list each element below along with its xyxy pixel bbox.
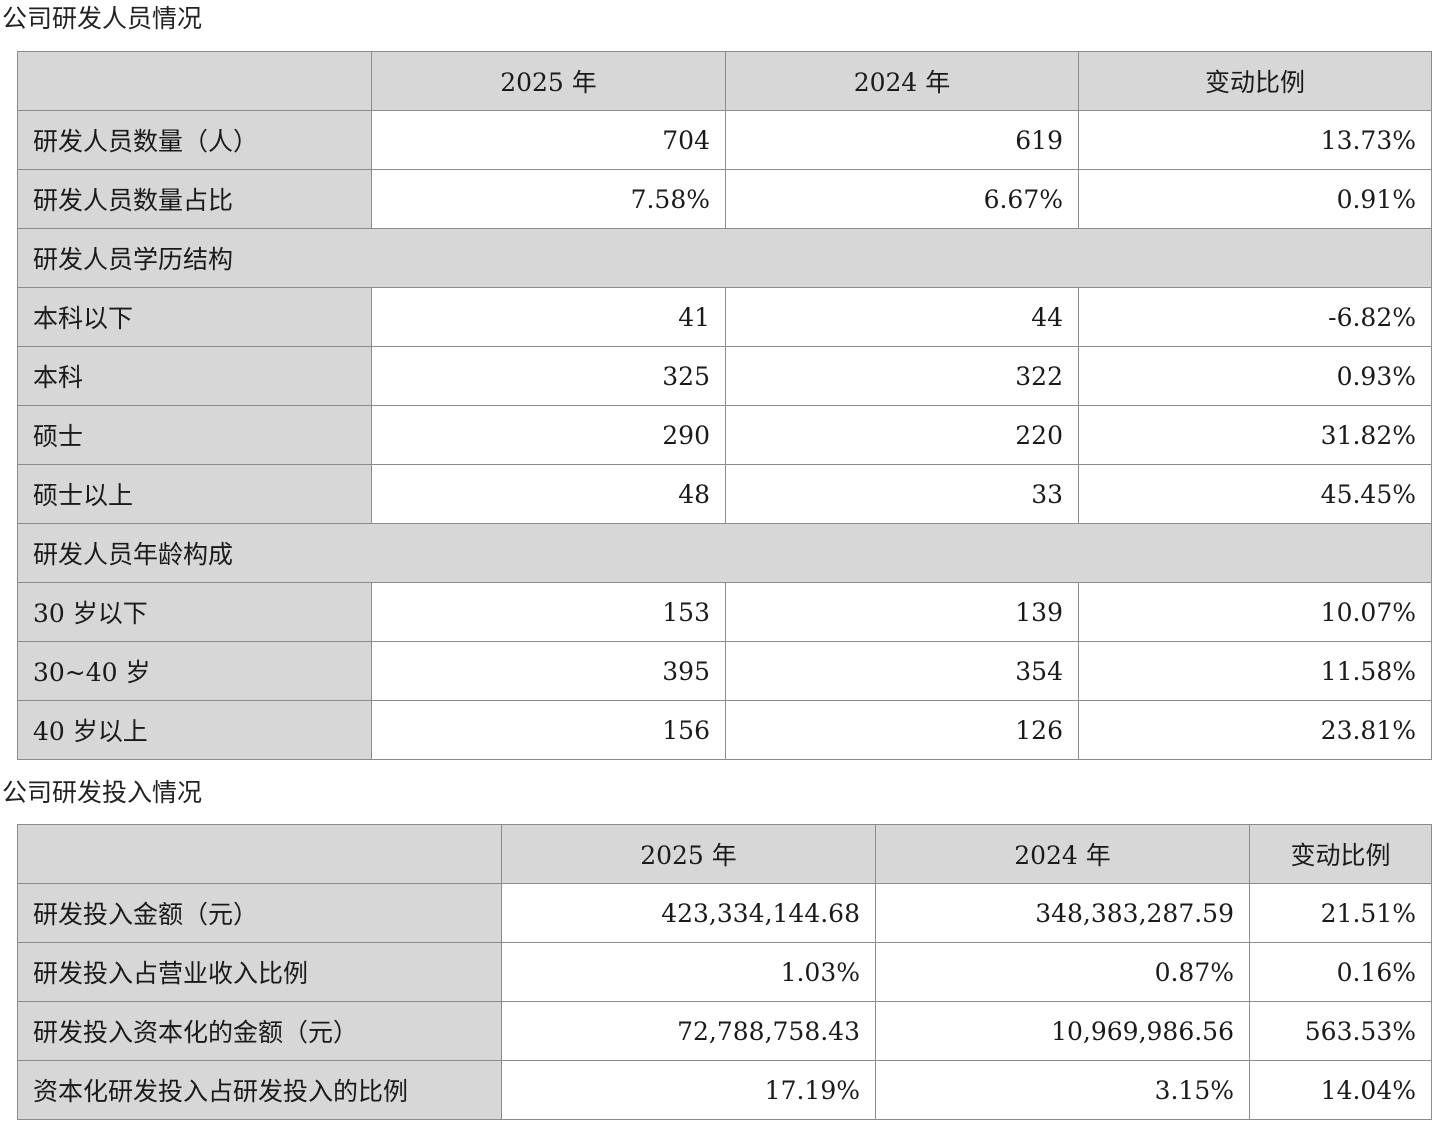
value-2024: 33 <box>725 464 1079 524</box>
table-row: 研发投入资本化的金额（元） 72,788,758.43 10,969,986.5… <box>17 1001 1432 1061</box>
table-row: 研发人员数量（人） 704 619 13.73% <box>17 110 1432 170</box>
header-2025: 2025 年 <box>371 51 726 111</box>
table-row: 硕士 290 220 31.82% <box>17 405 1432 465</box>
personnel-table: 2025 年 2024 年 变动比例 研发人员数量（人） 704 619 13.… <box>17 51 1432 760</box>
value-2025: 704 <box>371 110 726 170</box>
header-2024: 2024 年 <box>725 51 1079 111</box>
value-2025: 156 <box>371 700 726 760</box>
value-2025: 395 <box>371 641 726 701</box>
value-2024: 322 <box>725 346 1079 406</box>
row-label: 硕士 <box>17 405 372 465</box>
value-change: 0.93% <box>1078 346 1432 406</box>
header-change: 变动比例 <box>1078 51 1432 111</box>
header-empty-cell <box>17 824 502 884</box>
value-2024: 354 <box>725 641 1079 701</box>
table-row: 30 岁以下 153 139 10.07% <box>17 582 1432 642</box>
header-2025: 2025 年 <box>501 824 876 884</box>
header-2024: 2024 年 <box>875 824 1250 884</box>
value-2024: 619 <box>725 110 1079 170</box>
table-row: 研发投入金额（元） 423,334,144.68 348,383,287.59 … <box>17 883 1432 943</box>
value-2025: 1.03% <box>501 942 876 1002</box>
personnel-section-title: 公司研发人员情况 <box>2 4 203 33</box>
table-row: 本科 325 322 0.93% <box>17 346 1432 406</box>
row-label: 本科以下 <box>17 287 372 347</box>
value-change: 14.04% <box>1249 1060 1432 1120</box>
value-change: 13.73% <box>1078 110 1432 170</box>
table-row: 研发人员数量占比 7.58% 6.67% 0.91% <box>17 169 1432 229</box>
value-2025: 325 <box>371 346 726 406</box>
value-change: -6.82% <box>1078 287 1432 347</box>
table-row: 硕士以上 48 33 45.45% <box>17 464 1432 524</box>
value-change: 563.53% <box>1249 1001 1432 1061</box>
value-change: 45.45% <box>1078 464 1432 524</box>
row-label: 研发人员数量占比 <box>17 169 372 229</box>
table-row: 30~40 岁 395 354 11.58% <box>17 641 1432 701</box>
value-2024: 44 <box>725 287 1079 347</box>
group-label: 研发人员年龄构成 <box>17 523 1432 583</box>
row-label: 研发人员数量（人） <box>17 110 372 170</box>
row-label: 资本化研发投入占研发投入的比例 <box>17 1060 502 1120</box>
group-row: 研发人员年龄构成 <box>17 523 1432 583</box>
table-row: 本科以下 41 44 -6.82% <box>17 287 1432 347</box>
investment-section-title: 公司研发投入情况 <box>2 778 203 807</box>
value-change: 0.16% <box>1249 942 1432 1002</box>
row-label: 硕士以上 <box>17 464 372 524</box>
value-2024: 220 <box>725 405 1079 465</box>
row-label: 30~40 岁 <box>17 641 372 701</box>
value-change: 23.81% <box>1078 700 1432 760</box>
value-2024: 348,383,287.59 <box>875 883 1250 943</box>
row-label: 40 岁以上 <box>17 700 372 760</box>
value-change: 31.82% <box>1078 405 1432 465</box>
group-label: 研发人员学历结构 <box>17 228 1432 288</box>
row-label: 30 岁以下 <box>17 582 372 642</box>
value-2024: 126 <box>725 700 1079 760</box>
investment-table: 2025 年 2024 年 变动比例 研发投入金额（元） 423,334,144… <box>17 824 1432 1120</box>
value-change: 11.58% <box>1078 641 1432 701</box>
table-row: 资本化研发投入占研发投入的比例 17.19% 3.15% 14.04% <box>17 1060 1432 1120</box>
table-row: 40 岁以上 156 126 23.81% <box>17 700 1432 760</box>
value-2024: 10,969,986.56 <box>875 1001 1250 1061</box>
value-2025: 41 <box>371 287 726 347</box>
value-2025: 290 <box>371 405 726 465</box>
value-2025: 72,788,758.43 <box>501 1001 876 1061</box>
value-2024: 3.15% <box>875 1060 1250 1120</box>
value-2025: 7.58% <box>371 169 726 229</box>
row-label: 研发投入占营业收入比例 <box>17 942 502 1002</box>
value-change: 21.51% <box>1249 883 1432 943</box>
table-row: 研发投入占营业收入比例 1.03% 0.87% 0.16% <box>17 942 1432 1002</box>
table-header-row: 2025 年 2024 年 变动比例 <box>17 51 1432 111</box>
value-change: 10.07% <box>1078 582 1432 642</box>
value-2024: 0.87% <box>875 942 1250 1002</box>
row-label: 研发投入资本化的金额（元） <box>17 1001 502 1061</box>
group-row: 研发人员学历结构 <box>17 228 1432 288</box>
row-label: 本科 <box>17 346 372 406</box>
value-2024: 6.67% <box>725 169 1079 229</box>
value-2024: 139 <box>725 582 1079 642</box>
value-2025: 17.19% <box>501 1060 876 1120</box>
value-2025: 423,334,144.68 <box>501 883 876 943</box>
table-header-row: 2025 年 2024 年 变动比例 <box>17 824 1432 884</box>
value-change: 0.91% <box>1078 169 1432 229</box>
header-change: 变动比例 <box>1249 824 1432 884</box>
header-empty-cell <box>17 51 372 111</box>
row-label: 研发投入金额（元） <box>17 883 502 943</box>
value-2025: 153 <box>371 582 726 642</box>
value-2025: 48 <box>371 464 726 524</box>
